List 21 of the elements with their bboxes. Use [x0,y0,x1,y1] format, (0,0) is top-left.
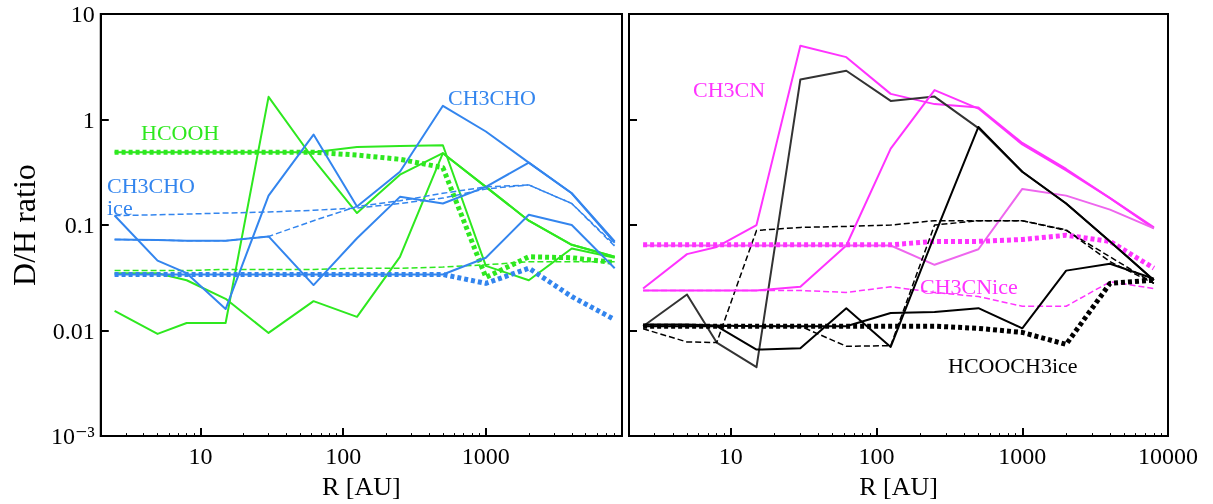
y-tick-label: 0.1 [64,212,95,239]
y-axis-title: D/H ratio [6,164,42,286]
x-axis-title: R [AU] [322,471,401,501]
y-tick-label: 0.01 [52,317,95,344]
x-tick-label: 1000 [998,443,1047,470]
x-tick-label: 1000 [461,443,510,470]
annotation: CH3CN [693,76,766,102]
x-axis-title: R [AU] [859,471,938,501]
annotation: HCOOCH3ice [948,352,1078,378]
annotation: HCOOH [141,119,220,145]
y-tick-label: 1 [82,106,95,133]
x-tick-label: 10 [718,443,743,470]
y-tick-label: 10⁻³ [50,423,95,450]
annotation: CH3CNice [920,273,1018,299]
x-tick-label: 100 [858,443,895,470]
y-tick-label: 10 [70,1,95,27]
annotation: CH3CHO [448,84,537,110]
x-tick-label: 10000 [1138,443,1198,470]
annotation: CH3CHO ice [107,172,196,220]
x-tick-label: 10 [188,443,213,470]
x-tick-label: 100 [325,443,362,470]
